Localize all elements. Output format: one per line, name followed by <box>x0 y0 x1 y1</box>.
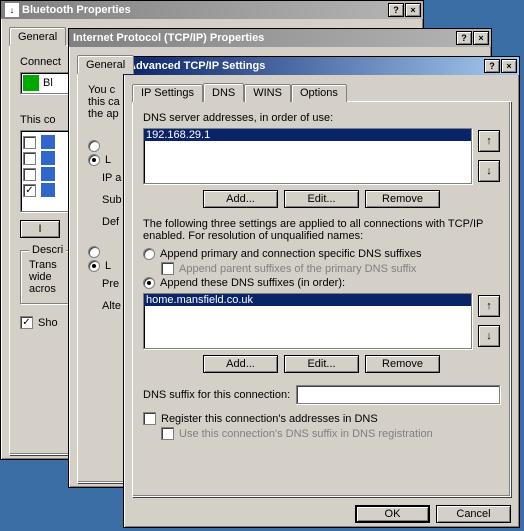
append-primary-label: Append primary and connection specific D… <box>160 248 422 260</box>
window-title: Internet Protocol (TCP/IP) Properties <box>73 32 264 44</box>
dns-servers-list[interactable]: 192.168.29.1 <box>143 128 472 184</box>
use-suffix-label: Use this connection's DNS suffix in DNS … <box>179 428 433 440</box>
titlebar[interactable]: Advanced TCP/IP Settings ? × <box>124 57 519 75</box>
help-button[interactable]: ? <box>456 31 472 45</box>
bluetooth-icon: ↓ <box>5 3 19 17</box>
install-button[interactable]: I <box>20 220 60 238</box>
dns-server-item[interactable]: 192.168.29.1 <box>144 129 471 141</box>
suffix-for-conn-label: DNS suffix for this connection: <box>143 389 290 401</box>
cancel-button[interactable]: Cancel <box>436 505 511 523</box>
append-parent-checkbox <box>161 262 174 275</box>
append-parent-label: Append parent suffixes of the primary DN… <box>179 263 416 275</box>
advanced-tcpip-window: Advanced TCP/IP Settings ? × IP Settings… <box>123 56 520 528</box>
tab-wins[interactable]: WINS <box>244 84 291 102</box>
remove-button[interactable]: Remove <box>365 190 440 208</box>
dns-servers-label: DNS server addresses, in order of use: <box>143 112 500 124</box>
dns-suffixes-list[interactable]: home.mansfield.co.uk <box>143 293 472 349</box>
tab-options[interactable]: Options <box>291 84 347 102</box>
suffix-input[interactable] <box>296 385 500 404</box>
help-button[interactable]: ? <box>388 3 404 17</box>
three-settings-text: The following three settings are applied… <box>143 218 500 242</box>
edit-button[interactable]: Edit... <box>284 190 359 208</box>
close-button[interactable]: × <box>405 3 421 17</box>
register-checkbox[interactable] <box>143 412 156 425</box>
add-button[interactable]: Add... <box>203 190 278 208</box>
suffix-item[interactable]: home.mansfield.co.uk <box>144 294 471 306</box>
tab-general[interactable]: General <box>77 55 134 74</box>
nic-icon <box>23 75 39 91</box>
radio[interactable] <box>88 154 100 166</box>
help-button[interactable]: ? <box>484 59 500 73</box>
suffix-edit-button[interactable]: Edit... <box>284 355 359 373</box>
checkbox[interactable] <box>23 152 36 165</box>
close-button[interactable]: × <box>473 31 489 45</box>
move-up-button[interactable]: ↑ <box>478 130 500 152</box>
tab-ip-settings[interactable]: IP Settings <box>132 84 203 102</box>
window-title: Advanced TCP/IP Settings <box>128 60 265 72</box>
radio[interactable] <box>88 140 100 152</box>
show-checkbox[interactable]: ✓ <box>20 316 33 329</box>
checkbox[interactable] <box>23 136 36 149</box>
suffix-remove-button[interactable]: Remove <box>365 355 440 373</box>
ok-button[interactable]: OK <box>355 505 430 523</box>
append-these-radio[interactable] <box>143 277 155 289</box>
checkbox[interactable]: ✓ <box>23 184 36 197</box>
tab-dns[interactable]: DNS <box>203 83 244 102</box>
close-button[interactable]: × <box>501 59 517 73</box>
titlebar[interactable]: Internet Protocol (TCP/IP) Properties ? … <box>69 29 491 47</box>
suffix-add-button[interactable]: Add... <box>203 355 278 373</box>
radio[interactable] <box>88 246 100 258</box>
titlebar[interactable]: ↓ Bluetooth Properties ? × <box>1 1 423 19</box>
use-suffix-checkbox <box>161 427 174 440</box>
register-label: Register this connection's addresses in … <box>161 413 378 425</box>
checkbox[interactable] <box>23 168 36 181</box>
suffix-move-down-button[interactable]: ↓ <box>478 325 500 347</box>
suffix-move-up-button[interactable]: ↑ <box>478 295 500 317</box>
description-label: Descri <box>29 244 66 256</box>
move-down-button[interactable]: ↓ <box>478 160 500 182</box>
nic-label: Bl <box>43 77 53 89</box>
tab-general[interactable]: General <box>9 27 66 46</box>
window-title: Bluetooth Properties <box>22 4 131 16</box>
append-these-label: Append these DNS suffixes (in order): <box>160 277 345 289</box>
radio[interactable] <box>88 260 100 272</box>
append-primary-radio[interactable] <box>143 248 155 260</box>
